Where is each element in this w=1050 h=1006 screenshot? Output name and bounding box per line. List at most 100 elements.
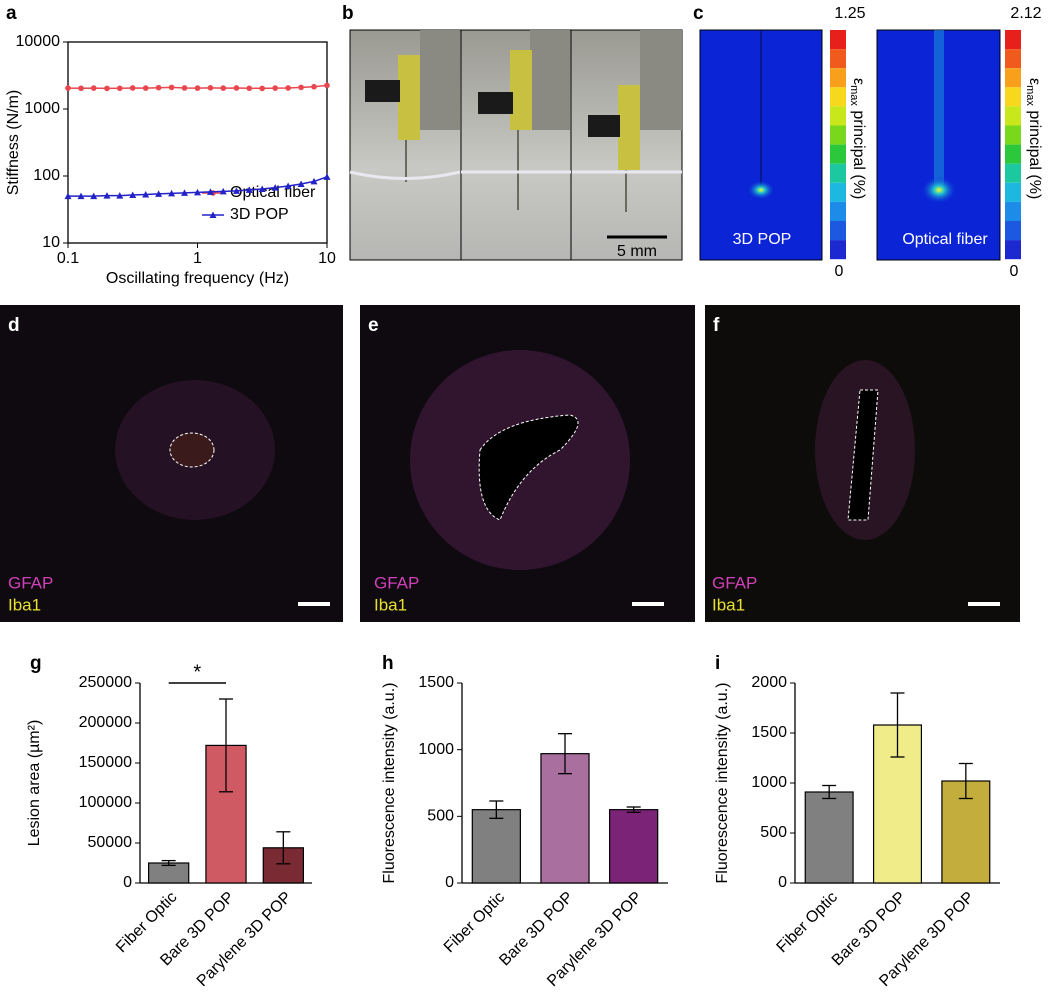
- colorbar-max: 2.12: [1010, 5, 1041, 22]
- colorbar-step: [1005, 240, 1021, 260]
- marker: [324, 82, 330, 89]
- colorbar-step: [1005, 182, 1021, 202]
- y-tick-label: 1500: [418, 674, 454, 691]
- y-tick-label: 250000: [79, 674, 132, 691]
- subscript: max: [1024, 85, 1036, 106]
- text: principal (%): [1026, 106, 1043, 199]
- colorbar-step: [1005, 106, 1021, 126]
- colorbar-step: [1005, 201, 1021, 221]
- colorbar-step: [1005, 49, 1021, 69]
- bar: [540, 753, 590, 884]
- marker: [272, 85, 278, 91]
- scale-bar-label: 5 mm: [617, 243, 657, 260]
- marker: [285, 85, 291, 91]
- panel-label: c: [693, 3, 704, 24]
- y-tick-label: 0: [123, 874, 132, 891]
- colorbar-max: 1.25: [834, 5, 865, 22]
- y-axis-label: Fluorescence intensity (a.u.): [714, 683, 731, 884]
- error-bar: [161, 859, 176, 867]
- marker: [232, 187, 240, 194]
- panel-label: e: [368, 315, 379, 336]
- y-tick-label: 50000: [88, 834, 133, 851]
- colorbar-step: [830, 221, 846, 241]
- x-tick-label: 0.1: [57, 250, 79, 267]
- marker: [258, 185, 266, 192]
- colorbar-step: [1005, 68, 1021, 88]
- marker: [103, 192, 111, 199]
- y-tick-label: 1000: [751, 774, 787, 791]
- error-bar: [489, 800, 504, 819]
- colorbar: [830, 30, 1021, 260]
- marker: [181, 85, 188, 91]
- y-tick-label: 0: [445, 874, 454, 891]
- x-tick-label: Parylene 3D POP: [194, 889, 295, 990]
- colorbar-step: [830, 87, 846, 107]
- significance-label: *: [193, 661, 201, 683]
- marker: [155, 190, 163, 197]
- error-bar: [558, 733, 572, 775]
- x-tick-label: Fiber Optic: [441, 889, 508, 956]
- marker: [90, 85, 97, 91]
- panel-label: h: [382, 653, 394, 674]
- marker: [77, 192, 85, 200]
- marker: [206, 188, 214, 195]
- micrographs: [0, 305, 1020, 622]
- colorbar-step: [830, 106, 846, 126]
- y-tick-label: 1000: [24, 100, 60, 117]
- panel-label: g: [30, 653, 42, 674]
- error-bar: [276, 831, 291, 865]
- x-axis-label: Oscillating frequency (Hz): [106, 270, 289, 287]
- marker: [259, 85, 266, 92]
- colorbar-step: [1005, 221, 1021, 241]
- y-tick-label: 10000: [16, 33, 61, 50]
- symbol: ε: [1026, 78, 1043, 85]
- colorbar-step: [830, 163, 846, 183]
- marker: [78, 85, 84, 92]
- y-tick-label: 100: [33, 167, 60, 184]
- colorbar-step: [830, 30, 846, 50]
- marker: [297, 180, 305, 187]
- error-bar: [219, 698, 233, 793]
- map-label: 3D POP: [733, 231, 792, 248]
- panel-label: f: [713, 315, 720, 336]
- marker: [181, 189, 189, 196]
- y-axis-label: Stiffness (N/m): [5, 90, 22, 196]
- marker: [116, 85, 123, 92]
- marker: [104, 85, 110, 92]
- strain-map: [699, 29, 1001, 261]
- y-tick-label: 10: [42, 234, 60, 251]
- marker: [310, 177, 318, 185]
- colorbar-title: εmax principal (%): [1024, 78, 1043, 199]
- colorbar-step: [1005, 144, 1021, 164]
- x-tick-label: 1: [193, 250, 202, 267]
- bar: [609, 809, 659, 884]
- marker: [168, 189, 176, 197]
- legend-label: Optical fiber: [230, 184, 316, 201]
- marker: [64, 192, 72, 200]
- colorbar-step: [1005, 125, 1021, 145]
- y-axis-label: Fluorescence intensity (a.u.): [381, 683, 398, 884]
- y-tick-label: 500: [760, 824, 787, 841]
- colorbar-step: [1005, 163, 1021, 183]
- x-tick-label: Fiber Optic: [774, 889, 841, 956]
- marker: [168, 84, 175, 91]
- bar: [804, 791, 854, 884]
- colorbar-step: [1005, 87, 1021, 107]
- marker: [129, 85, 136, 91]
- colorbar-min: 0: [835, 263, 844, 280]
- error-bar: [890, 692, 905, 758]
- marker: [219, 187, 227, 195]
- marker: [142, 85, 149, 91]
- legend-label: 3D POP: [230, 206, 289, 223]
- y-tick-label: 100000: [79, 794, 132, 811]
- panel-label: i: [715, 653, 720, 674]
- colorbar-step: [830, 68, 846, 88]
- marker: [284, 182, 292, 189]
- y-tick-label: 1000: [418, 741, 454, 758]
- marker: [90, 192, 98, 200]
- error-bar: [626, 806, 641, 813]
- y-tick-label: 1500: [751, 724, 787, 741]
- stain-label: Iba1: [8, 595, 41, 614]
- marker: [220, 85, 227, 91]
